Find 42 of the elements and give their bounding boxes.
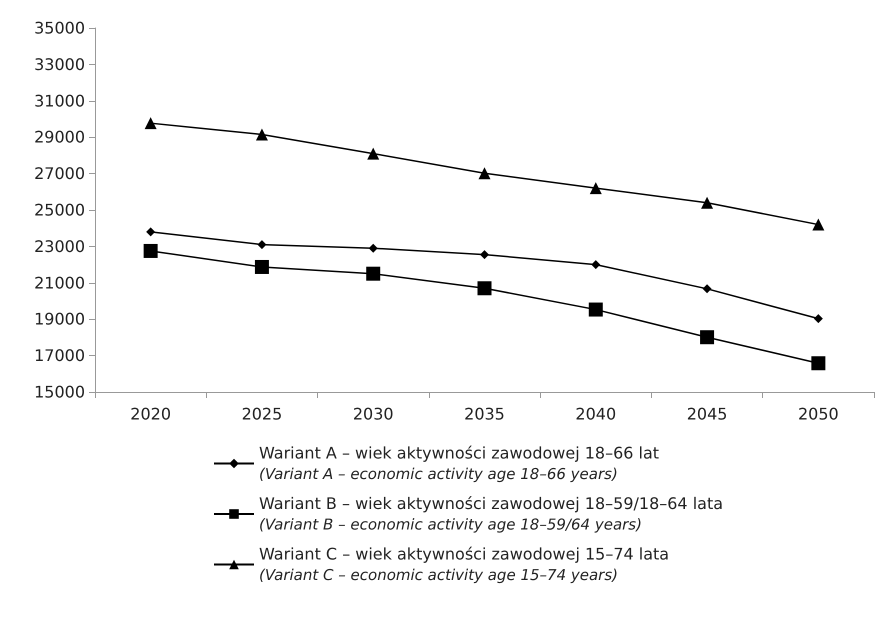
point — [256, 128, 268, 140]
point — [257, 240, 266, 250]
point — [701, 196, 714, 209]
y-tick-label: 19000 — [34, 310, 85, 329]
point — [144, 117, 157, 130]
point — [146, 227, 156, 236]
y-tick-label: 33000 — [34, 54, 85, 74]
point — [480, 250, 489, 260]
point — [478, 167, 490, 180]
y-tick-label: 17000 — [34, 346, 85, 366]
point — [591, 260, 600, 270]
point — [814, 314, 823, 324]
x-tick-label: 2035 — [464, 404, 505, 424]
point — [144, 244, 158, 258]
point — [702, 284, 712, 294]
y-tick-label: 25000 — [34, 200, 85, 220]
y-tick-label: 31000 — [34, 91, 85, 110]
y-tick-label: 27000 — [34, 164, 85, 184]
y-tick-label: 21000 — [34, 273, 85, 292]
y-tick-label: 23000 — [34, 236, 85, 256]
legend-label: Wariant B – wiek aktywności zawodowej 18–59/18–64 lata (Variant B – economic activity age 18–59/64 years) — [259, 494, 724, 534]
point — [700, 330, 714, 344]
point — [588, 302, 603, 317]
point — [590, 182, 602, 194]
x-tick-label: 2030 — [352, 404, 394, 424]
legend-label: Wariant A – wiek aktywności zawodowej 18–66 lat (Variant A – economic activity age 18–66 years) — [259, 444, 660, 483]
legend-label: Wariant C – wiek aktywności zawodowej 15–74 lata (Variant C – economic activity age 15–74 years) — [259, 544, 670, 584]
x-tick-label: 2020 — [130, 404, 171, 424]
point — [812, 218, 824, 231]
point — [368, 244, 378, 253]
point — [254, 260, 269, 274]
x-tick-label: 2040 — [575, 404, 616, 424]
x-tick-label: 2025 — [242, 404, 282, 424]
point — [366, 266, 380, 281]
point — [367, 148, 380, 160]
x-tick-label: 2045 — [686, 404, 728, 424]
y-tick-label: 15000 — [34, 382, 85, 402]
x-tick-label: 2050 — [798, 404, 839, 424]
y-tick-label: 35000 — [34, 18, 85, 38]
y-tick-label: 29000 — [34, 128, 85, 147]
point — [478, 281, 492, 296]
point — [811, 356, 826, 370]
